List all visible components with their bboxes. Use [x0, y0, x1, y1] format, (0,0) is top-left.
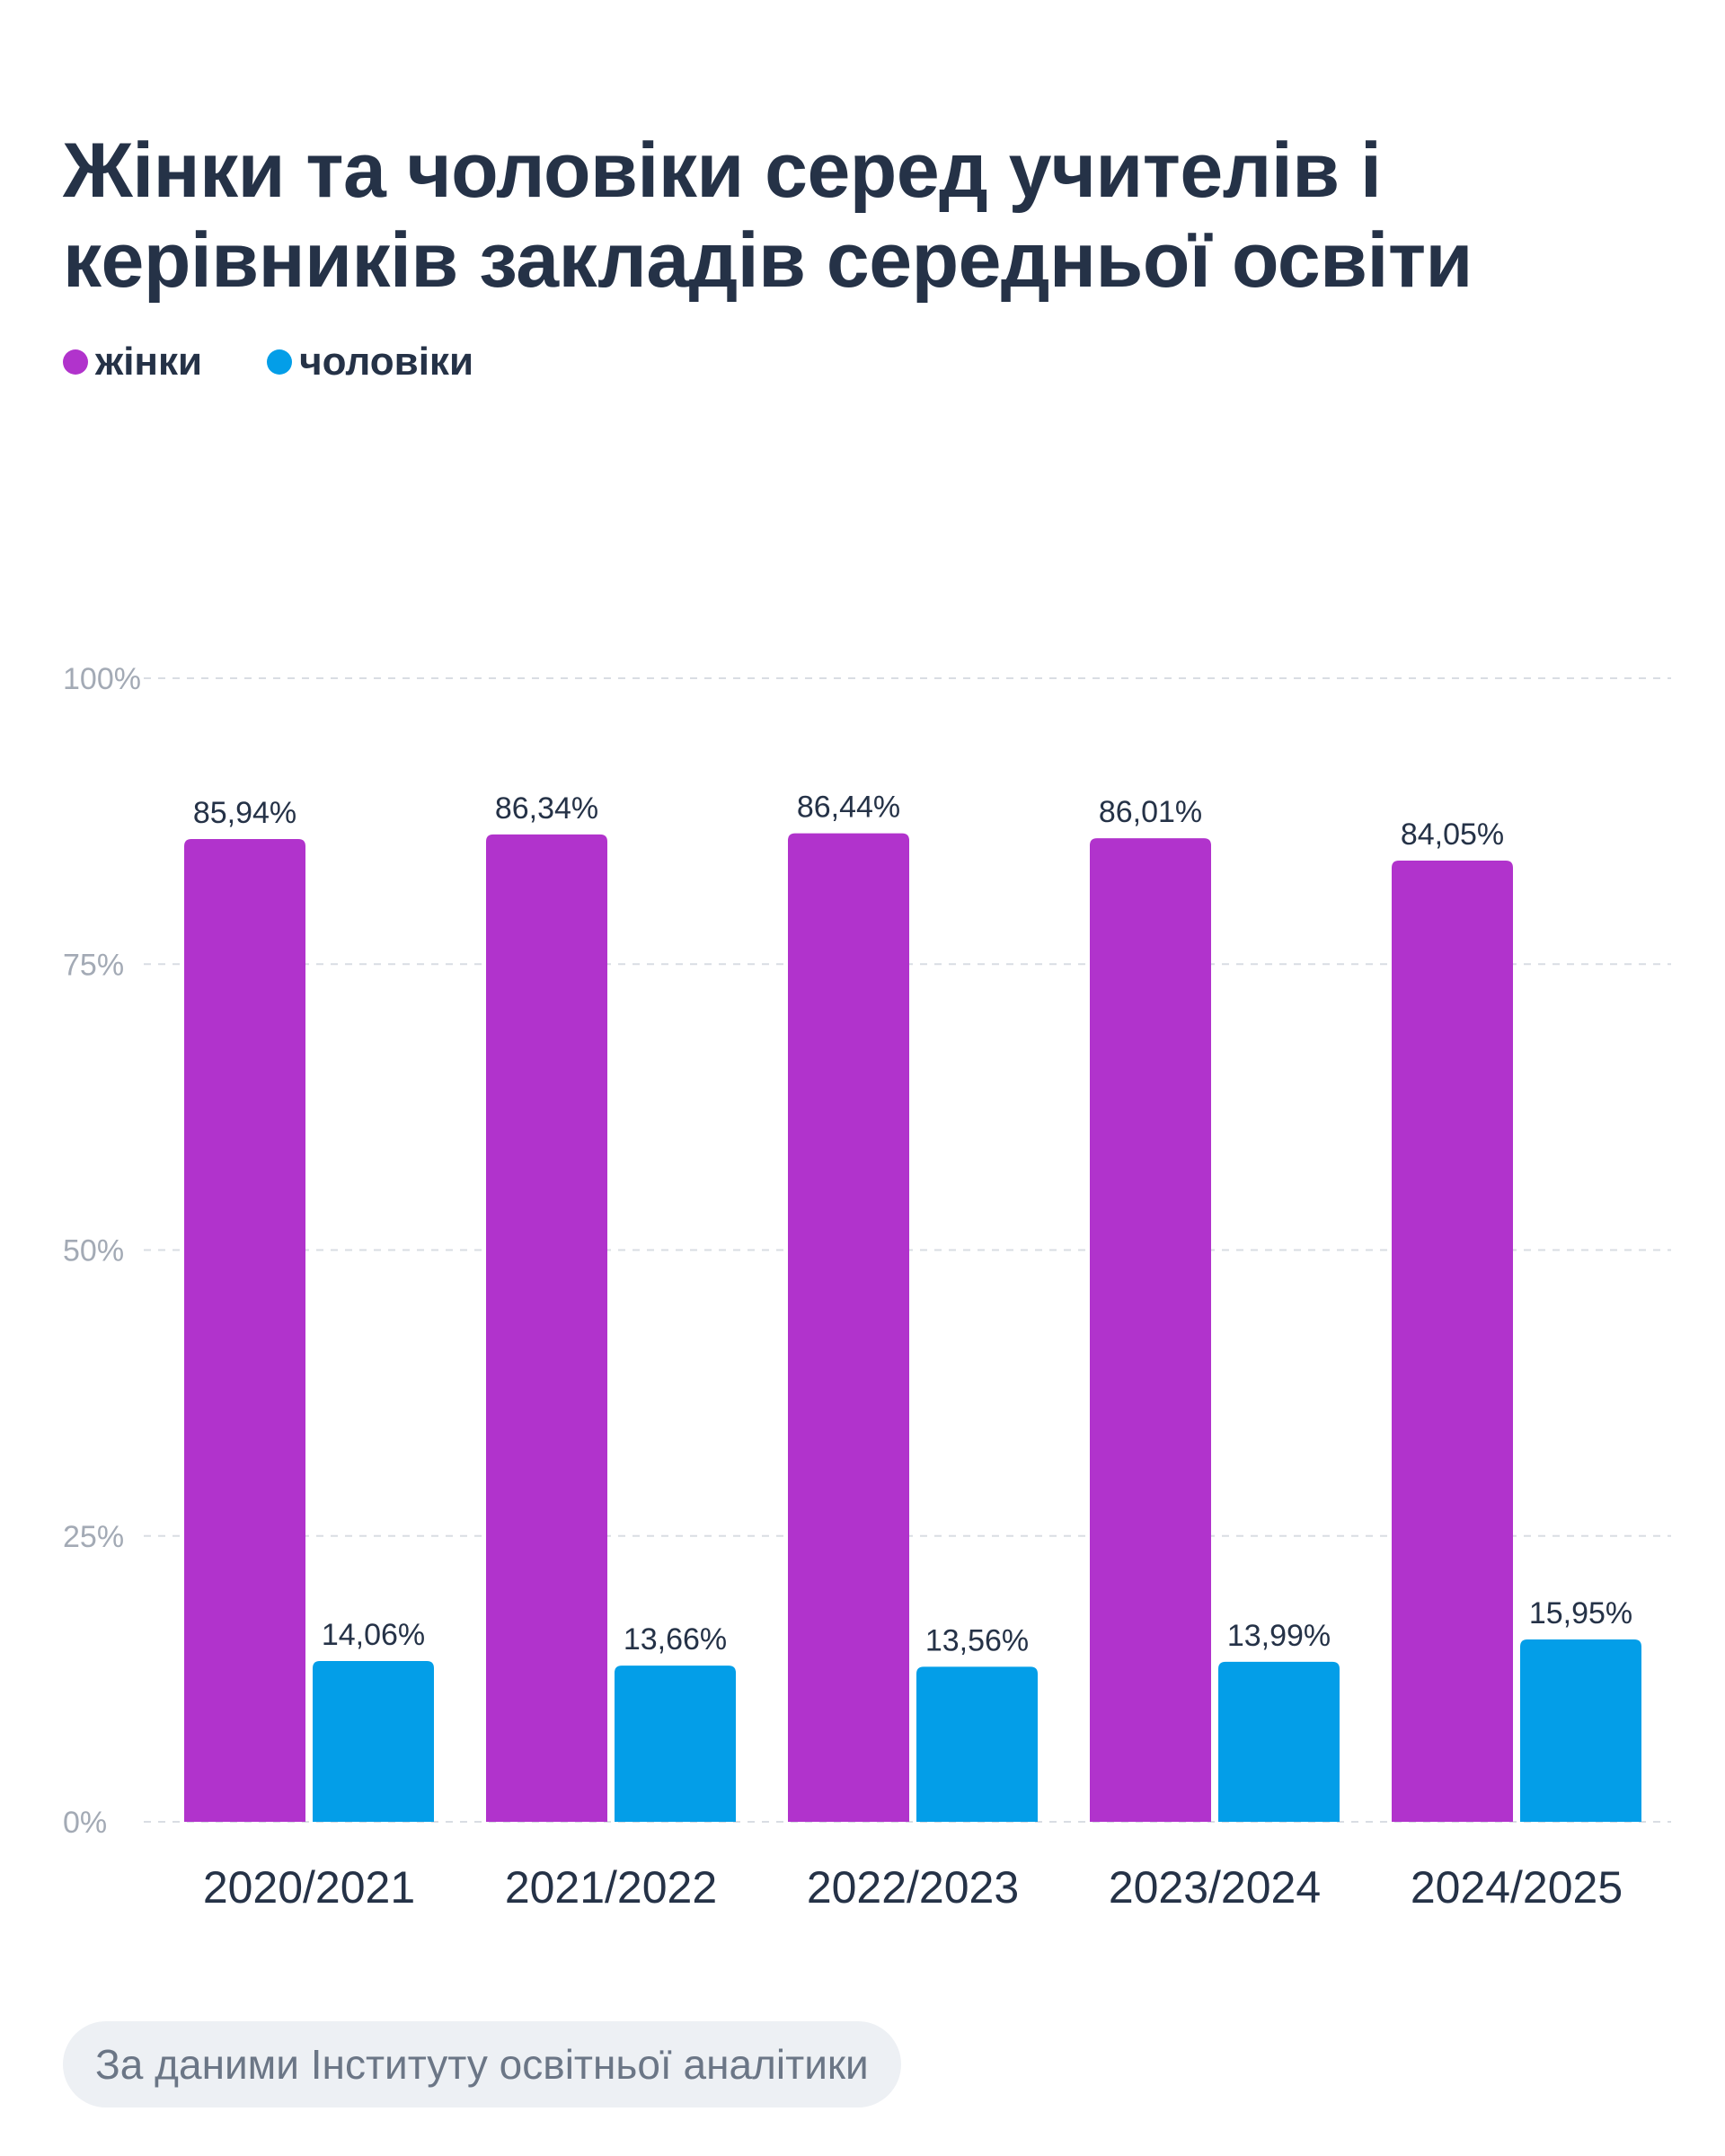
- data-label: 13,66%: [624, 1622, 727, 1657]
- x-tick-label: 2021/2022: [505, 1862, 717, 1913]
- legend-label-women: жінки: [95, 340, 203, 384]
- source-note: За даними Інституту освітньої аналітики: [63, 2021, 901, 2107]
- bar: [615, 1666, 736, 1822]
- bar: [184, 838, 305, 1822]
- legend-label-men: чоловіки: [299, 340, 473, 384]
- title-line-1: Жінки та чоловіки серед учителів і: [63, 128, 1382, 214]
- data-label: 84,05%: [1401, 817, 1504, 852]
- bar: [313, 1661, 434, 1822]
- data-label: 86,34%: [495, 791, 598, 826]
- chart-title: Жінки та чоловіки серед учителів і керів…: [63, 126, 1644, 305]
- data-label: 15,95%: [1529, 1596, 1632, 1630]
- data-label: 13,99%: [1227, 1619, 1331, 1653]
- bar: [1392, 861, 1513, 1822]
- bar: [1520, 1639, 1641, 1822]
- y-tick-label: 100%: [63, 662, 141, 696]
- title-line-2: керівників закладів середньої освіти: [63, 217, 1473, 304]
- y-tick-label: 50%: [63, 1234, 124, 1268]
- data-label: 86,01%: [1099, 795, 1202, 829]
- bar: [1218, 1661, 1340, 1822]
- legend-dot-women: [63, 349, 88, 375]
- x-tick-label: 2024/2025: [1411, 1862, 1623, 1913]
- x-tick-label: 2023/2024: [1109, 1862, 1321, 1913]
- data-label: 14,06%: [322, 1618, 425, 1652]
- data-label: 85,94%: [193, 796, 296, 830]
- y-tick-label: 0%: [63, 1806, 107, 1840]
- legend-item-women: жінки: [63, 340, 202, 384]
- bar: [788, 833, 909, 1822]
- data-label: 86,44%: [797, 791, 900, 825]
- x-tick-label: 2022/2023: [807, 1862, 1019, 1913]
- y-tick-label: 25%: [63, 1520, 124, 1554]
- bar-chart: 0% 25% 50% 75% 100% 85,94% 14,06% 2020/2021 86,3…: [63, 662, 1671, 1913]
- data-label: 13,56%: [925, 1623, 1029, 1657]
- legend: жінки чоловіки: [63, 340, 473, 384]
- legend-dot-men: [267, 349, 293, 375]
- legend-item-men: чоловіки: [267, 340, 473, 384]
- y-tick-label: 75%: [63, 948, 124, 982]
- bar: [486, 834, 607, 1822]
- bar: [916, 1666, 1038, 1822]
- x-tick-label: 2020/2021: [203, 1862, 415, 1913]
- bar: [1090, 838, 1211, 1822]
